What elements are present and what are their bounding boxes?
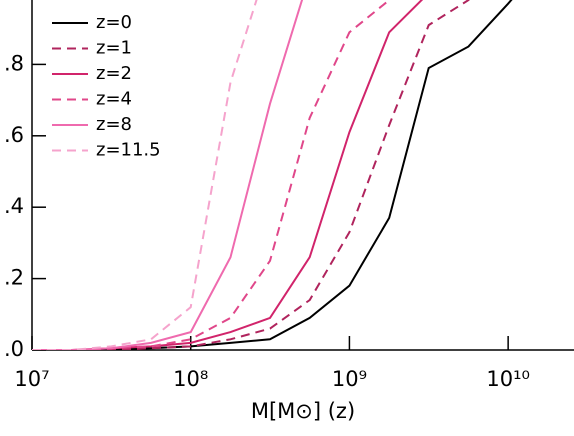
series-line bbox=[32, 0, 392, 350]
x-axis-label: M[M⊙] (z) bbox=[251, 399, 355, 423]
series-line bbox=[32, 0, 304, 350]
y-tick-label: .0 bbox=[4, 337, 24, 361]
x-tick-label: 10⁷ bbox=[14, 367, 49, 391]
legend-label: z=0 bbox=[96, 12, 132, 33]
y-tick-label: .0 bbox=[4, 0, 24, 4]
legend-label: z=2 bbox=[96, 63, 132, 84]
legend-label: z=4 bbox=[96, 89, 132, 110]
x-tick-label: 10⁸ bbox=[173, 367, 208, 391]
y-tick-label: .8 bbox=[4, 51, 24, 75]
y-tick-label: .2 bbox=[4, 266, 24, 290]
y-tick-label: .6 bbox=[4, 123, 24, 147]
x-tick-label: 10¹⁰ bbox=[486, 367, 530, 391]
plot-area bbox=[32, 0, 513, 350]
series-line bbox=[32, 0, 470, 350]
legend-label: z=8 bbox=[96, 114, 132, 135]
legend-label: z=1 bbox=[96, 38, 132, 59]
series-line bbox=[32, 0, 258, 350]
x-tick-label: 10⁹ bbox=[332, 367, 367, 391]
y-tick-label: .4 bbox=[4, 194, 24, 218]
series-line bbox=[32, 0, 513, 350]
legend-label: z=11.5 bbox=[96, 140, 161, 161]
